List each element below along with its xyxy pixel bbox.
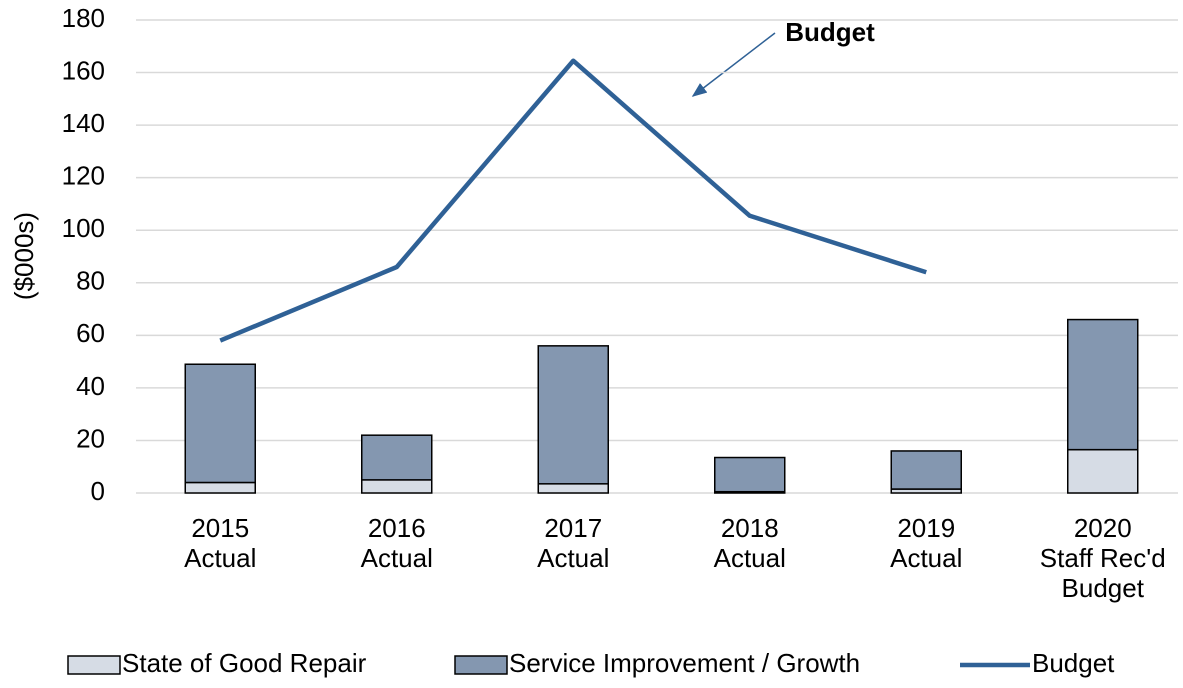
y-tick-label: 160 <box>62 55 105 85</box>
x-tick-label: 2018 Actual <box>714 513 786 573</box>
y-tick-label: 120 <box>62 161 105 191</box>
bar-segment <box>537 483 609 494</box>
bar-segment <box>361 434 433 481</box>
y-tick-label: 180 <box>62 3 105 33</box>
x-tick-label: 2017 Actual <box>537 513 609 573</box>
line-series <box>219 58 927 343</box>
bar-segment <box>890 450 962 490</box>
bar-segment <box>1067 448 1139 494</box>
legend-label: Service Improvement / Growth <box>509 648 860 678</box>
bar-segment <box>714 456 786 493</box>
annotation: Budget <box>785 17 875 47</box>
y-tick-label: 100 <box>62 213 105 243</box>
legend-label: Budget <box>1032 648 1115 678</box>
y-tick-label: 0 <box>91 476 105 506</box>
y-tick-label: 20 <box>76 423 105 453</box>
bar-segment <box>184 481 256 494</box>
x-tick-label: 2015 Actual <box>184 513 256 573</box>
x-tick-label: 2019 Actual <box>890 513 962 573</box>
x-tick-label: 2020 Staff Rec'd Budget <box>1040 513 1166 603</box>
x-tick-label: 2016 Actual <box>361 513 433 573</box>
legend-swatch <box>67 655 121 675</box>
y-tick-label: 80 <box>76 266 105 296</box>
legend-label: State of Good Repair <box>122 648 367 678</box>
y-tick-label: 40 <box>76 371 105 401</box>
y-axis-label: ($000s) <box>9 212 39 300</box>
legend-swatch <box>454 655 508 675</box>
bar-segment <box>184 363 256 484</box>
bar-segment <box>537 345 609 485</box>
bar-segment <box>1067 318 1139 451</box>
y-tick-label: 60 <box>76 318 105 348</box>
annotation-arrow <box>691 32 776 97</box>
y-tick-label: 140 <box>62 108 105 138</box>
bar-segment <box>361 479 433 494</box>
